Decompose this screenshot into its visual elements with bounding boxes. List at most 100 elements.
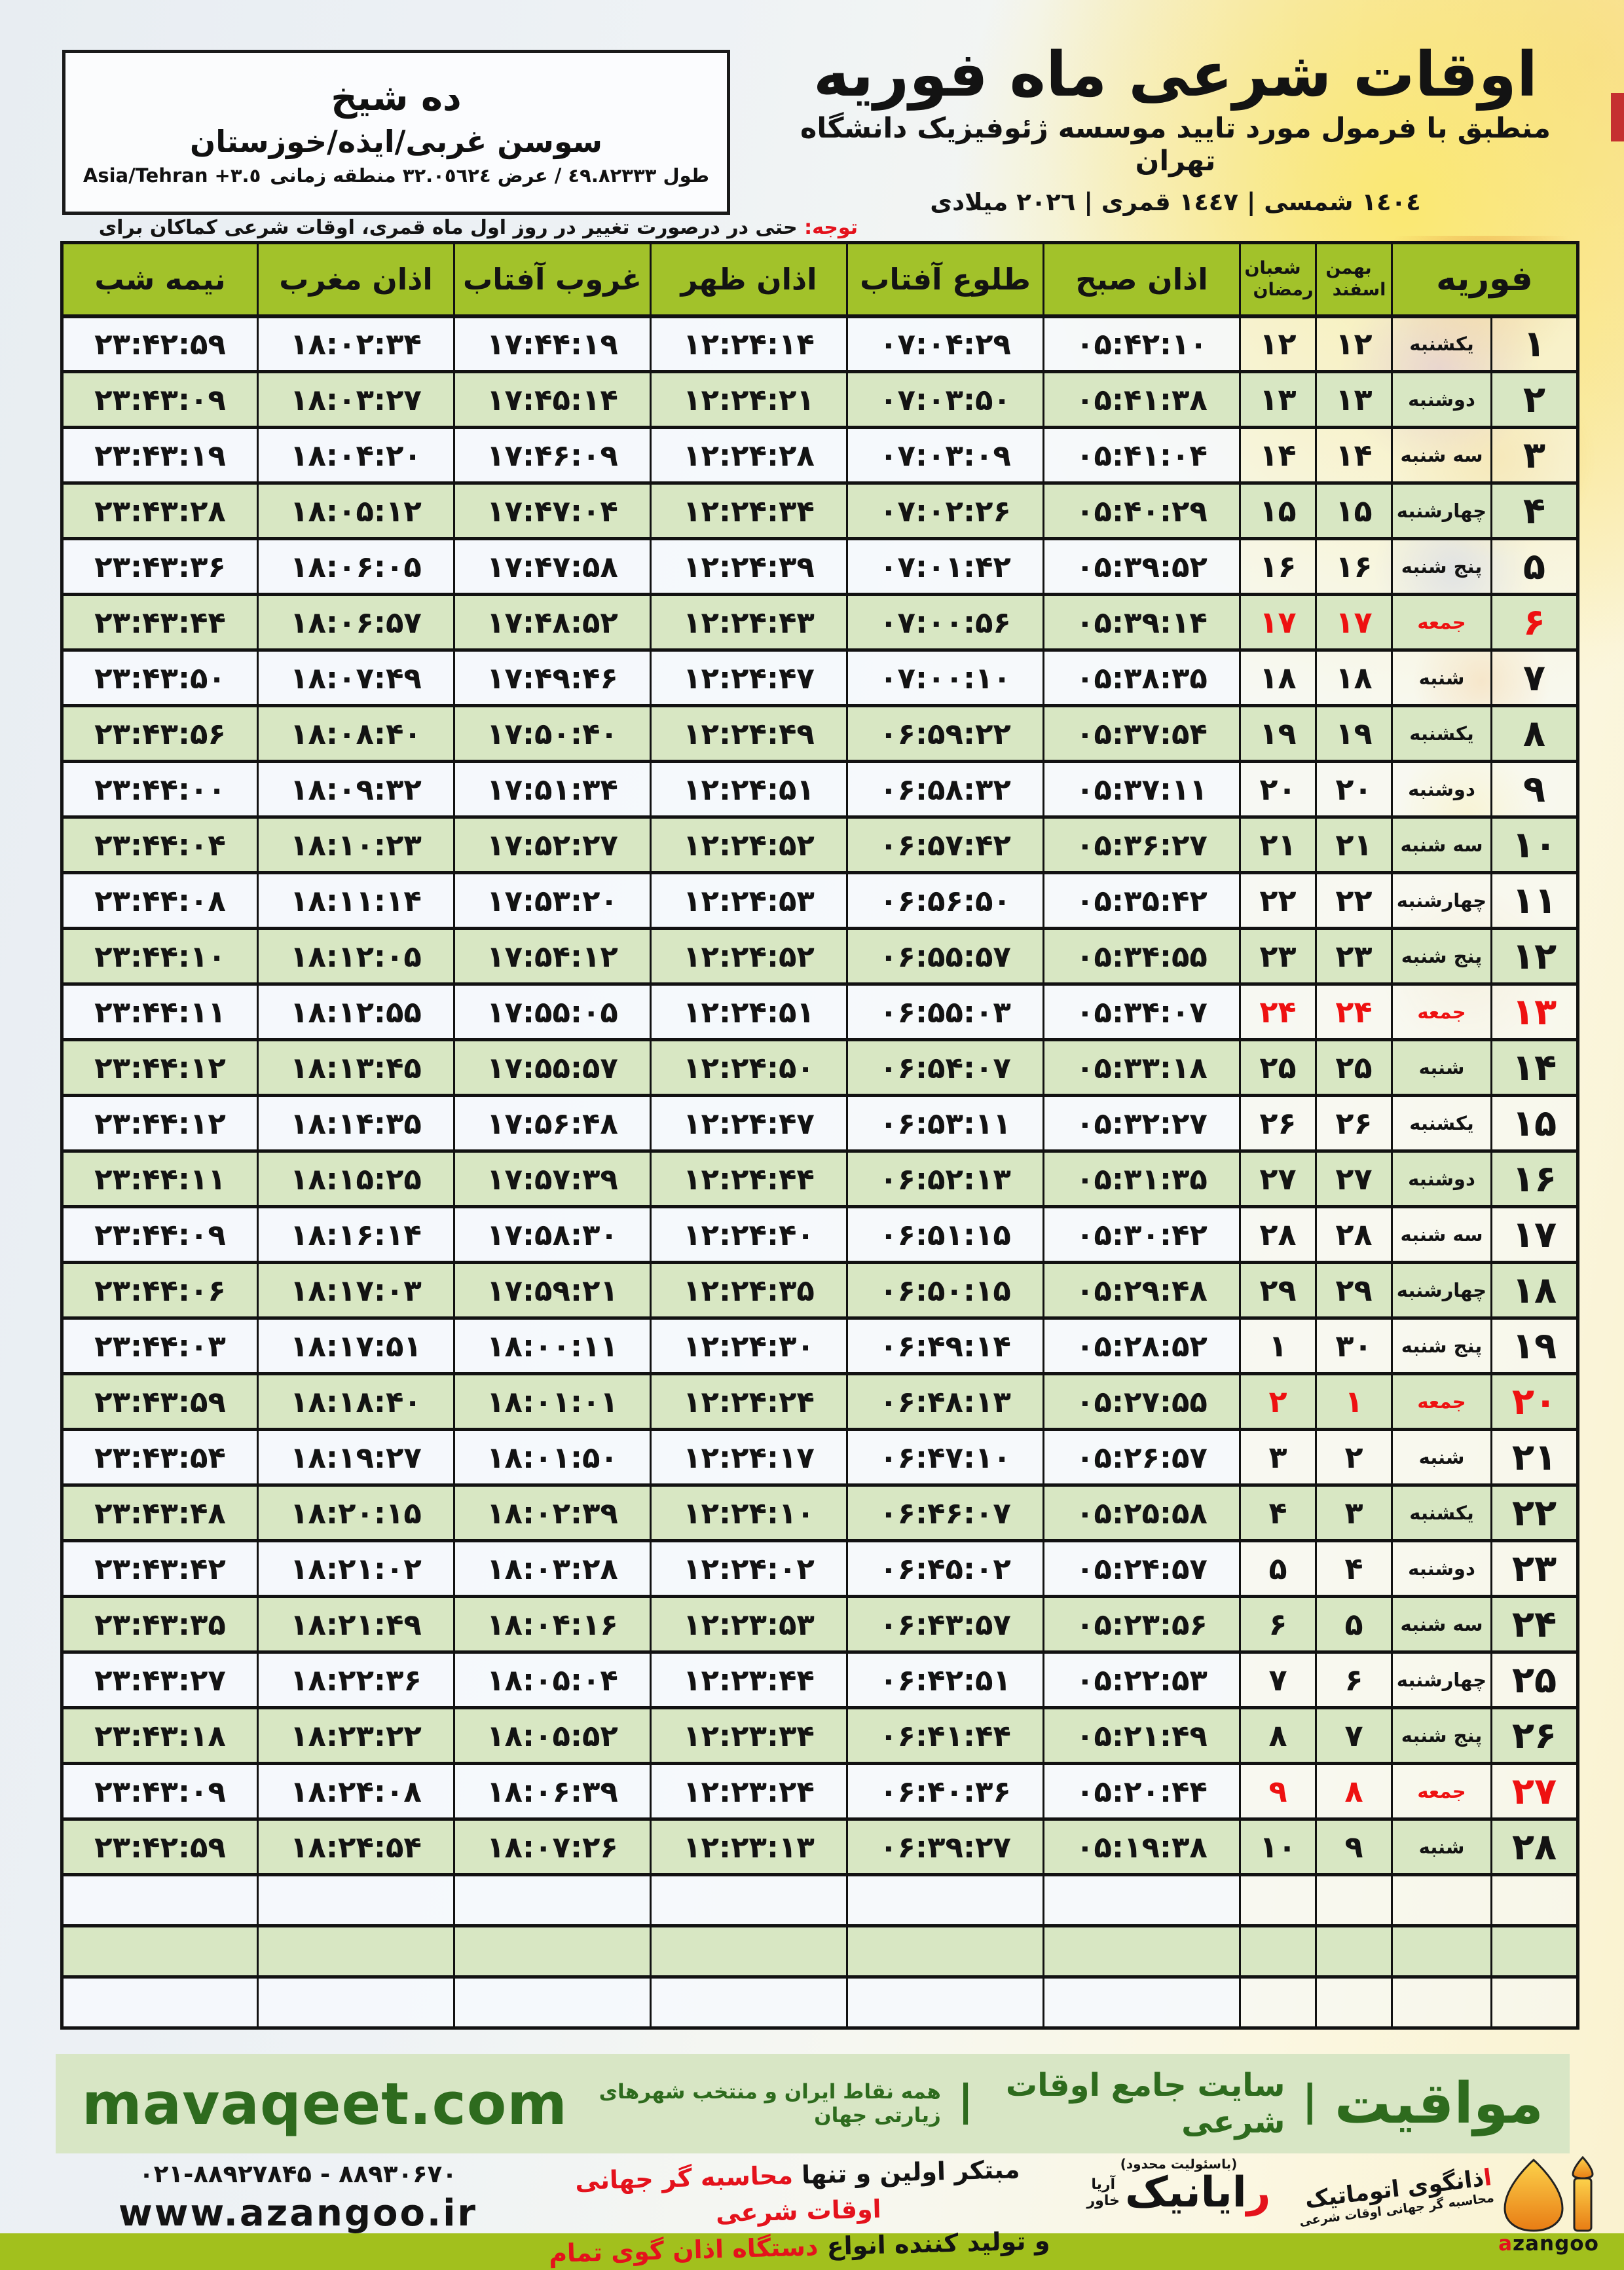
- cell-weekday: دوشنبه: [1391, 1539, 1492, 1598]
- cell-sunset-time: ۱۷:۵۵:۵۷: [453, 1038, 652, 1097]
- cell-february-day: ۹: [1490, 760, 1579, 819]
- cell-lunar-day: ۲۳: [1239, 927, 1317, 986]
- cell-solar-day: ۲۹: [1315, 1261, 1393, 1320]
- mavaqeet-tagline-secondary: همه نقاط ایران و منتخب شهرهای زیارتی جها…: [599, 2080, 941, 2127]
- table-row: ۱۵ یکشنبه ۲۶ ۲۶ ۰۵:۳۲:۲۷ ۰۶:۵۳:۱۱ ۱۲:۲۴:…: [61, 1094, 1579, 1153]
- col-header-solar-month: بهمن اسفند: [1315, 242, 1393, 318]
- cell-dhuhr-time: ۱۲:۲۴:۵۱: [650, 982, 848, 1041]
- cell-maghrib-time: ۱۸:۰۶:۰۵: [257, 537, 455, 596]
- cell-sunset-time: ۱۸:۰۶:۳۹: [453, 1762, 652, 1821]
- cell-fajr-time: ۰۵:۴۲:۱۰: [1043, 314, 1241, 373]
- cell-solar-day: ۵: [1315, 1595, 1393, 1654]
- cell-maghrib-time: ۱۸:۱۸:۴۰: [257, 1372, 455, 1431]
- cell-weekday: جمعه: [1391, 1762, 1492, 1821]
- cell-lunar-day: [1239, 1975, 1317, 2030]
- cell-maghrib-time: ۱۸:۱۰:۲۳: [257, 815, 455, 874]
- cell-february-day: ۱۲: [1490, 927, 1579, 986]
- cell-sunrise-time: ۰۶:۵۶:۵۰: [846, 871, 1044, 930]
- location-box: ده شیخ سوسن غربی/ایذه/خوزستان طول ٤٩.٨٢٣…: [62, 50, 730, 215]
- cell-lunar-day: ۱۸: [1239, 648, 1317, 707]
- cell-solar-day: [1315, 1873, 1393, 1927]
- cell-fajr-time: ۰۵:۲۰:۴۴: [1043, 1762, 1241, 1821]
- slogan-block: مبتکر اولین و تنها محاسبه گر جهانی اوقات…: [542, 2151, 1056, 2270]
- cell-maghrib-time: ۱۸:۱۹:۲۷: [257, 1428, 455, 1487]
- cell-weekday: چهارشنبه: [1391, 1650, 1492, 1709]
- table-row: ۲۰ جمعه ۱ ۲ ۰۵:۲۷:۵۵ ۰۶:۴۸:۱۳ ۱۲:۲۴:۲۴ ۱…: [61, 1372, 1579, 1431]
- cell-maghrib-time: ۱۸:۲۱:۰۲: [257, 1539, 455, 1598]
- cell-lunar-day: ۲۱: [1239, 815, 1317, 874]
- cell-midnight-time: ۲۳:۴۳:۲۸: [61, 481, 259, 540]
- cell-weekday: پنج شنبه: [1391, 927, 1492, 986]
- cell-weekday: [1391, 1873, 1492, 1927]
- cell-fajr-time: ۰۵:۳۴:۰۷: [1043, 982, 1241, 1041]
- table-row: ۱۷ سه شنبه ۲۸ ۲۸ ۰۵:۳۰:۴۲ ۰۶:۵۱:۱۵ ۱۲:۲۴…: [61, 1205, 1579, 1264]
- cell-sunrise-time: [846, 1975, 1044, 2030]
- cell-solar-day: ۱۳: [1315, 370, 1393, 429]
- table-row: ۱۹ پنج شنبه ۳۰ ۱ ۰۵:۲۸:۵۲ ۰۶:۴۹:۱۴ ۱۲:۲۴…: [61, 1316, 1579, 1375]
- azangoo-latin-rest: zangoo: [1513, 2232, 1599, 2256]
- table-row: ۹ دوشنبه ۲۰ ۲۰ ۰۵:۳۷:۱۱ ۰۶:۵۸:۳۲ ۱۲:۲۴:۵…: [61, 760, 1579, 819]
- cell-solar-day: [1315, 1975, 1393, 2030]
- cell-fajr-time: ۰۵:۳۰:۴۲: [1043, 1205, 1241, 1264]
- cell-maghrib-time: ۱۸:۱۷:۰۳: [257, 1261, 455, 1320]
- cell-weekday: سه شنبه: [1391, 1205, 1492, 1264]
- cell-sunrise-time: ۰۷:۰۱:۴۲: [846, 537, 1044, 596]
- cell-midnight-time: ۲۳:۴۳:۴۸: [61, 1483, 259, 1542]
- cell-february-day: ۲۲: [1490, 1483, 1579, 1542]
- cell-sunrise-time: ۰۶:۵۰:۱۵: [846, 1261, 1044, 1320]
- empty-table-row: [61, 1975, 1579, 2030]
- cell-weekday: شنبه: [1391, 1428, 1492, 1487]
- cell-sunset-time: ۱۷:۵۴:۱۲: [453, 927, 652, 986]
- table-row: ۱۱ چهارشنبه ۲۲ ۲۲ ۰۵:۳۵:۴۲ ۰۶:۵۶:۵۰ ۱۲:۲…: [61, 871, 1579, 930]
- cell-lunar-day: [1239, 1873, 1317, 1927]
- cell-solar-day: ۱۴: [1315, 426, 1393, 485]
- cell-lunar-day: ۵: [1239, 1539, 1317, 1598]
- cell-maghrib-time: ۱۸:۱۶:۱۴: [257, 1205, 455, 1264]
- cell-fajr-time: ۰۵:۳۵:۴۲: [1043, 871, 1241, 930]
- cell-solar-day: ۲۶: [1315, 1094, 1393, 1153]
- rayanik-name: رایانیک: [1125, 2172, 1271, 2214]
- cell-february-day: ۱۵: [1490, 1094, 1579, 1153]
- cell-february-day: ۷: [1490, 648, 1579, 707]
- cell-fajr-time: ۰۵:۳۶:۲۷: [1043, 815, 1241, 874]
- cell-february-day: [1490, 1873, 1579, 1927]
- cell-maghrib-time: ۱۸:۱۲:۵۵: [257, 982, 455, 1041]
- cell-dhuhr-time: ۱۲:۲۳:۵۳: [650, 1595, 848, 1654]
- cell-midnight-time: ۲۳:۴۳:۲۷: [61, 1650, 259, 1709]
- cell-solar-day: ۲۴: [1315, 982, 1393, 1041]
- cell-sunrise-time: ۰۷:۰۰:۵۶: [846, 593, 1044, 652]
- cell-lunar-day: ۷: [1239, 1650, 1317, 1709]
- cell-maghrib-time: ۱۸:۰۸:۴۰: [257, 704, 455, 763]
- cell-sunrise-time: ۰۶:۴۱:۴۴: [846, 1706, 1044, 1765]
- lunar-month-bottom: رمضان: [1253, 280, 1314, 301]
- cell-solar-day: ۳: [1315, 1483, 1393, 1542]
- cell-dhuhr-time: ۱۲:۲۴:۳۴: [650, 481, 848, 540]
- cell-weekday: دوشنبه: [1391, 760, 1492, 819]
- cell-lunar-day: [1239, 1924, 1317, 1979]
- cell-sunset-time: ۱۷:۴۸:۵۲: [453, 593, 652, 652]
- cell-midnight-time: ۲۳:۴۴:۰۶: [61, 1261, 259, 1320]
- cell-solar-day: ۲۳: [1315, 927, 1393, 986]
- cell-midnight-time: ۲۳:۴۴:۰۰: [61, 760, 259, 819]
- cell-sunset-time: ۱۷:۴۴:۱۹: [453, 314, 652, 373]
- cell-sunrise-time: ۰۶:۴۳:۵۷: [846, 1595, 1044, 1654]
- cell-fajr-time: ۰۵:۳۷:۱۱: [1043, 760, 1241, 819]
- cell-dhuhr-time: ۱۲:۲۳:۳۴: [650, 1706, 848, 1765]
- cell-weekday: شنبه: [1391, 1817, 1492, 1876]
- cell-solar-day: ۲۸: [1315, 1205, 1393, 1264]
- cell-midnight-time: ۲۳:۴۳:۳۵: [61, 1595, 259, 1654]
- lunar-month-top: شعبان: [1244, 257, 1301, 278]
- cell-february-day: [1490, 1924, 1579, 1979]
- table-row: ۴ چهارشنبه ۱۵ ۱۵ ۰۵:۴۰:۲۹ ۰۷:۰۲:۲۶ ۱۲:۲۴…: [61, 481, 1579, 540]
- cell-solar-day: ۷: [1315, 1706, 1393, 1765]
- cell-solar-day: ۲۵: [1315, 1038, 1393, 1097]
- cell-february-day: ۱۴: [1490, 1038, 1579, 1097]
- cell-february-day: [1490, 1975, 1579, 2030]
- title-block: اوقات شرعی ماه فوریه منطبق با فرمول مورد…: [766, 41, 1585, 217]
- cell-dhuhr-time: [650, 1924, 848, 1979]
- cell-sunset-time: ۱۷:۴۷:۵۸: [453, 537, 652, 596]
- cell-fajr-time: ۰۵:۲۴:۵۷: [1043, 1539, 1241, 1598]
- cell-dhuhr-time: ۱۲:۲۴:۳۵: [650, 1261, 848, 1320]
- cell-weekday: یکشنبه: [1391, 314, 1492, 373]
- cell-midnight-time: ۲۳:۴۳:۵۴: [61, 1428, 259, 1487]
